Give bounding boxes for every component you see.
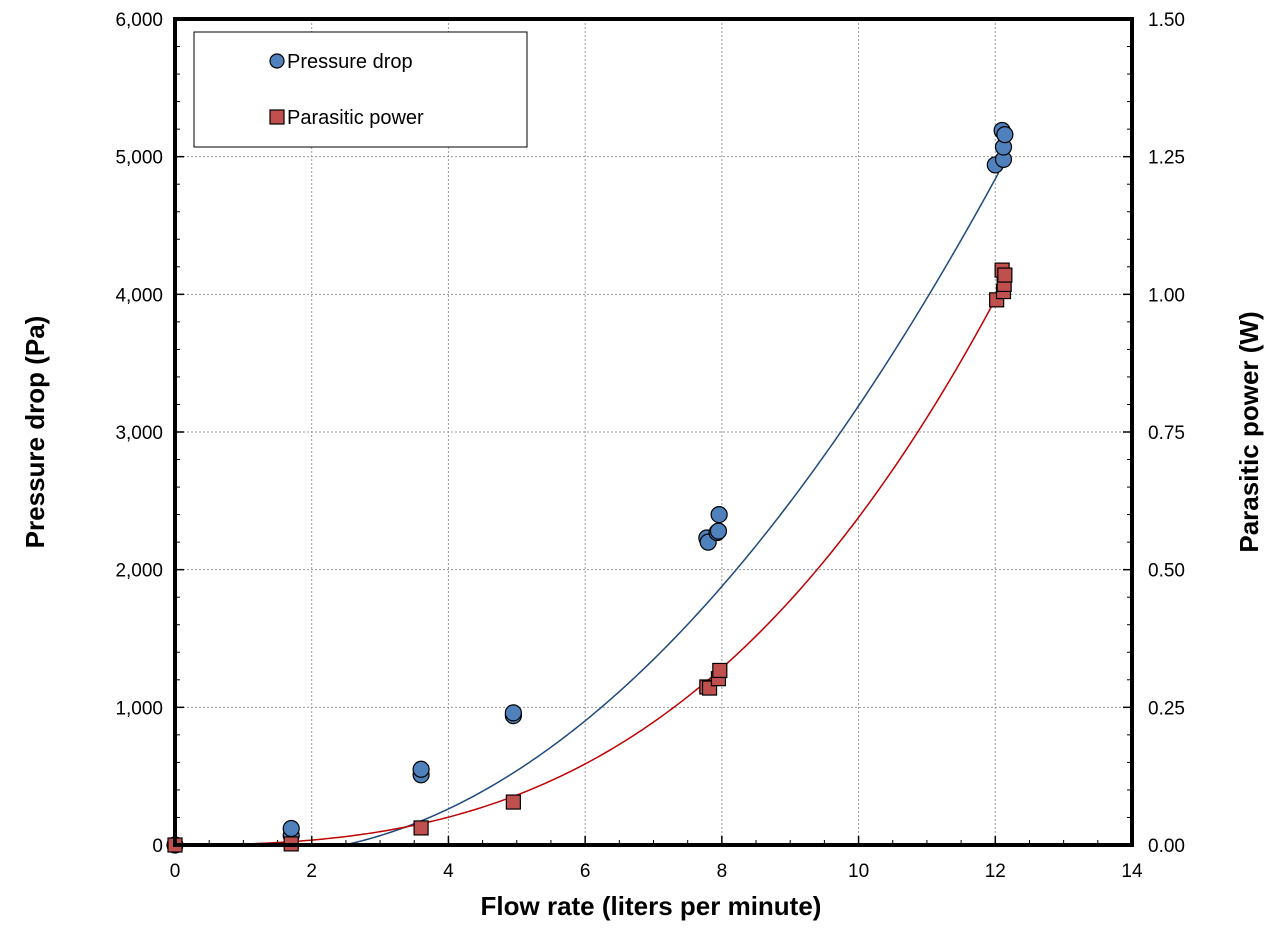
y2-tick-label: 0.50 [1148, 561, 1185, 582]
point-parasitic-power [712, 662, 728, 679]
legend-label-pressure-drop: Pressure drop [287, 51, 413, 73]
y-tick-label: 6,000 [115, 10, 163, 31]
point-pressure-drop [412, 760, 430, 778]
point-parasitic-power [505, 794, 521, 810]
y2-tick-label: 0.00 [1148, 836, 1185, 857]
legend: Pressure drop Parasitic power [193, 31, 528, 148]
x-tick-label: 0 [170, 861, 181, 882]
x-tick-label: 14 [1121, 861, 1143, 882]
y2-tick-label: 1.00 [1148, 285, 1185, 306]
y2-axis-title: Parasitic power (W) [1234, 311, 1264, 552]
point-pressure-drop [710, 505, 728, 524]
legend-label-parasitic-power: Parasitic power [287, 107, 424, 129]
point-pressure-drop [996, 126, 1014, 144]
x-tick-label: 10 [848, 861, 869, 882]
data-markers [166, 121, 1014, 854]
legend-box [193, 31, 528, 148]
y-tick-label: 3,000 [115, 423, 163, 444]
y2-axis-tick-labels: 0.00 0.25 0.50 0.75 1.00 1.25 1.50 [1148, 10, 1185, 857]
y2-tick-label: 1.25 [1148, 148, 1185, 169]
y-tick-label: 0 [152, 836, 163, 857]
y-tick-label: 2,000 [115, 561, 163, 582]
x-axis-tick-labels: 0 2 4 6 8 10 12 14 [170, 861, 1143, 882]
point-parasitic-power [413, 820, 429, 836]
y2-tick-label: 0.75 [1148, 423, 1185, 444]
legend-marker-parasitic-power [269, 109, 285, 125]
point-pressure-drop [504, 704, 522, 722]
y2-tick-label: 1.50 [1148, 10, 1185, 31]
y-tick-label: 1,000 [115, 698, 163, 719]
y2-tick-label: 0.25 [1148, 698, 1185, 719]
x-tick-label: 4 [443, 861, 454, 882]
x-axis-title: Flow rate (liters per minute) [481, 891, 822, 921]
x-tick-label: 6 [580, 861, 591, 882]
y-axis-title: Pressure drop (Pa) [20, 316, 50, 549]
x-tick-label: 8 [717, 861, 728, 882]
y-tick-label: 5,000 [115, 148, 163, 169]
point-pressure-drop [282, 819, 300, 838]
grid-lines [175, 19, 1132, 845]
y-axis-tick-labels: 0 1,000 2,000 3,000 4,000 5,000 6,000 [115, 10, 163, 857]
point-parasitic-power [997, 267, 1013, 283]
y-tick-label: 4,000 [115, 285, 163, 306]
x-tick-label: 2 [306, 861, 317, 882]
axis-ticks [174, 18, 1133, 846]
x-tick-label: 12 [985, 861, 1006, 882]
point-pressure-drop [709, 522, 728, 540]
legend-marker-pressure-drop [269, 53, 285, 69]
